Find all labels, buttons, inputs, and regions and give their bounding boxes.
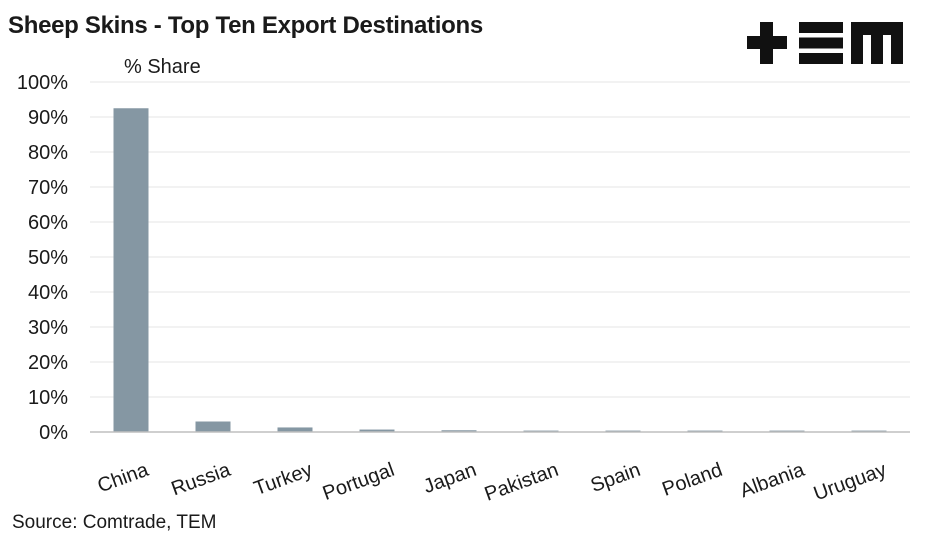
category-label: Albania: [737, 458, 808, 502]
bar-portugal: [359, 429, 395, 432]
logo-plus-mark: [747, 22, 787, 64]
category-label: Japan: [421, 459, 480, 498]
gridlines: [90, 81, 910, 398]
y-tick-label: 70%: [28, 177, 68, 199]
y-tick-label: 20%: [28, 352, 68, 374]
y-tick-labels: 0% 10% 20% 30% 40% 50% 60% 70% 80% 90% 100%: [17, 72, 68, 444]
category-label: Uruguay: [811, 459, 890, 506]
y-tick-label: 80%: [28, 142, 68, 164]
y-axis-label: % Share: [124, 56, 201, 78]
category-labels: China Russia Turkey Portugal Japan Pakistan Sp…: [95, 458, 890, 505]
source-note: Source: Comtrade, TEM: [12, 512, 217, 533]
bar-russia: [195, 421, 231, 432]
category-label: Poland: [659, 459, 725, 501]
category-label: Pakistan: [482, 459, 562, 506]
category-label: Portugal: [320, 459, 398, 505]
y-tick-label: 90%: [28, 107, 68, 129]
bar-turkey: [277, 427, 313, 432]
y-tick-label: 100%: [17, 72, 68, 94]
logo-e-mark: [799, 22, 843, 64]
y-tick-label: 0%: [39, 422, 68, 444]
bar-japan: [441, 430, 477, 432]
category-label: Spain: [588, 459, 644, 497]
logo-m-mark: [851, 22, 903, 64]
category-label: China: [95, 459, 152, 498]
bar-china: [113, 108, 149, 432]
y-tick-label: 50%: [28, 247, 68, 269]
category-label: Russia: [168, 459, 234, 501]
category-label: Turkey: [251, 459, 315, 500]
y-tick-label: 40%: [28, 282, 68, 304]
bars: [113, 108, 887, 432]
y-tick-label: 10%: [28, 387, 68, 409]
y-tick-label: 30%: [28, 317, 68, 339]
y-tick-label: 60%: [28, 212, 68, 234]
chart-title: Sheep Skins - Top Ten Export Destination…: [8, 12, 483, 39]
tem-logo: [747, 22, 903, 64]
